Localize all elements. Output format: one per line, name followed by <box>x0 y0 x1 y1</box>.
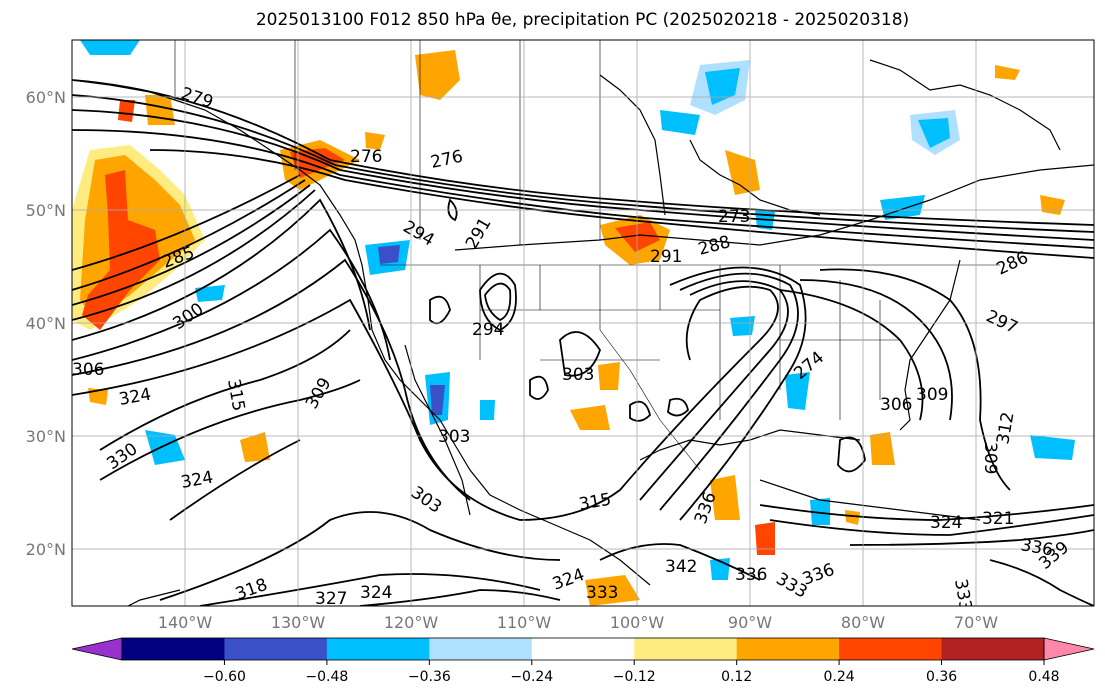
contour-label: 276 <box>350 147 382 167</box>
contour-label: 324 <box>360 583 392 603</box>
contour-label: 294 <box>472 320 504 340</box>
lat-label-50n: 50°N <box>26 201 66 220</box>
lat-label-40n: 40°N <box>26 314 66 333</box>
colorbar-segment <box>224 638 328 660</box>
contour-label: 321 <box>982 509 1014 529</box>
lon-label-120w: 120°W <box>384 613 439 632</box>
colorbar-tick-label: −0.36 <box>408 669 451 685</box>
contour-label: 333 <box>950 577 975 612</box>
lat-label-30n: 30°N <box>26 427 66 446</box>
colorbar-tick-label: −0.60 <box>203 669 246 685</box>
lat-label-60n: 60°N <box>26 88 66 107</box>
colorbar-segment <box>941 638 1045 660</box>
colorbar-segment <box>531 638 635 660</box>
colorbar-tick-label: −0.48 <box>305 669 348 685</box>
colorbar-tick-label: −0.24 <box>510 669 553 685</box>
lon-label-80w: 80°W <box>841 613 885 632</box>
contour-label: 336 <box>735 565 767 585</box>
contour-label: 333 <box>586 583 618 603</box>
colorbar-segment <box>429 638 533 660</box>
colorbar-segment <box>326 638 430 660</box>
coastlines <box>72 59 1094 606</box>
longitude-axis: 140°W 130°W 120°W 110°W 100°W 90°W 80°W … <box>158 613 998 632</box>
chart-title: 2025013100 F012 850 hPa θe, precipitatio… <box>255 10 910 30</box>
contour-label: 327 <box>315 589 347 609</box>
contour-label: 324 <box>930 513 962 533</box>
contour-label: 273 <box>718 207 750 227</box>
contour-label: 303 <box>438 427 470 447</box>
colorbar-segment <box>122 638 225 660</box>
colorbar-segment <box>634 638 738 660</box>
colorbar-segment <box>736 638 840 660</box>
lon-label-140w: 140°W <box>158 613 213 632</box>
lon-label-70w: 70°W <box>954 613 998 632</box>
latitude-axis: 60°N 50°N 40°N 30°N 20°N <box>26 88 66 559</box>
colorbar-tick-label: −0.12 <box>613 669 656 685</box>
colorbar-tick-label: 0.24 <box>824 669 855 685</box>
graticule <box>72 40 1094 606</box>
contour-label: 342 <box>665 557 697 577</box>
contour-label: 291 <box>650 247 682 267</box>
colorbar-frame <box>121 637 1045 661</box>
colorbar-extend-high <box>1043 637 1095 661</box>
theta-e-contours <box>72 79 1094 606</box>
colorbar-tick-label: 0.12 <box>721 669 752 685</box>
contour-label: 309 <box>980 442 1000 474</box>
colorbar-tick-label: 0.48 <box>1028 669 1059 685</box>
colorbar-segment <box>839 638 943 660</box>
lon-label-100w: 100°W <box>610 613 665 632</box>
lon-label-110w: 110°W <box>497 613 552 632</box>
lon-label-130w: 130°W <box>271 613 326 632</box>
colorbar: −0.60 −0.48 −0.36 −0.24 −0.12 0.12 0.24 0.36 0.4… <box>71 637 1095 685</box>
map-frame <box>71 39 1095 607</box>
precip-positive-shading <box>72 50 1065 606</box>
lat-label-20n: 20°N <box>26 540 66 559</box>
contour-label: 306 <box>880 395 912 415</box>
contour-label: 309 <box>916 385 948 405</box>
lon-label-90w: 90°W <box>728 613 772 632</box>
colorbar-tick-label: 0.36 <box>926 669 957 685</box>
colorbar-extend-low <box>71 637 123 661</box>
political-borders <box>174 40 1000 471</box>
contour-label: 303 <box>562 365 594 385</box>
contour-label: 306 <box>72 360 104 380</box>
